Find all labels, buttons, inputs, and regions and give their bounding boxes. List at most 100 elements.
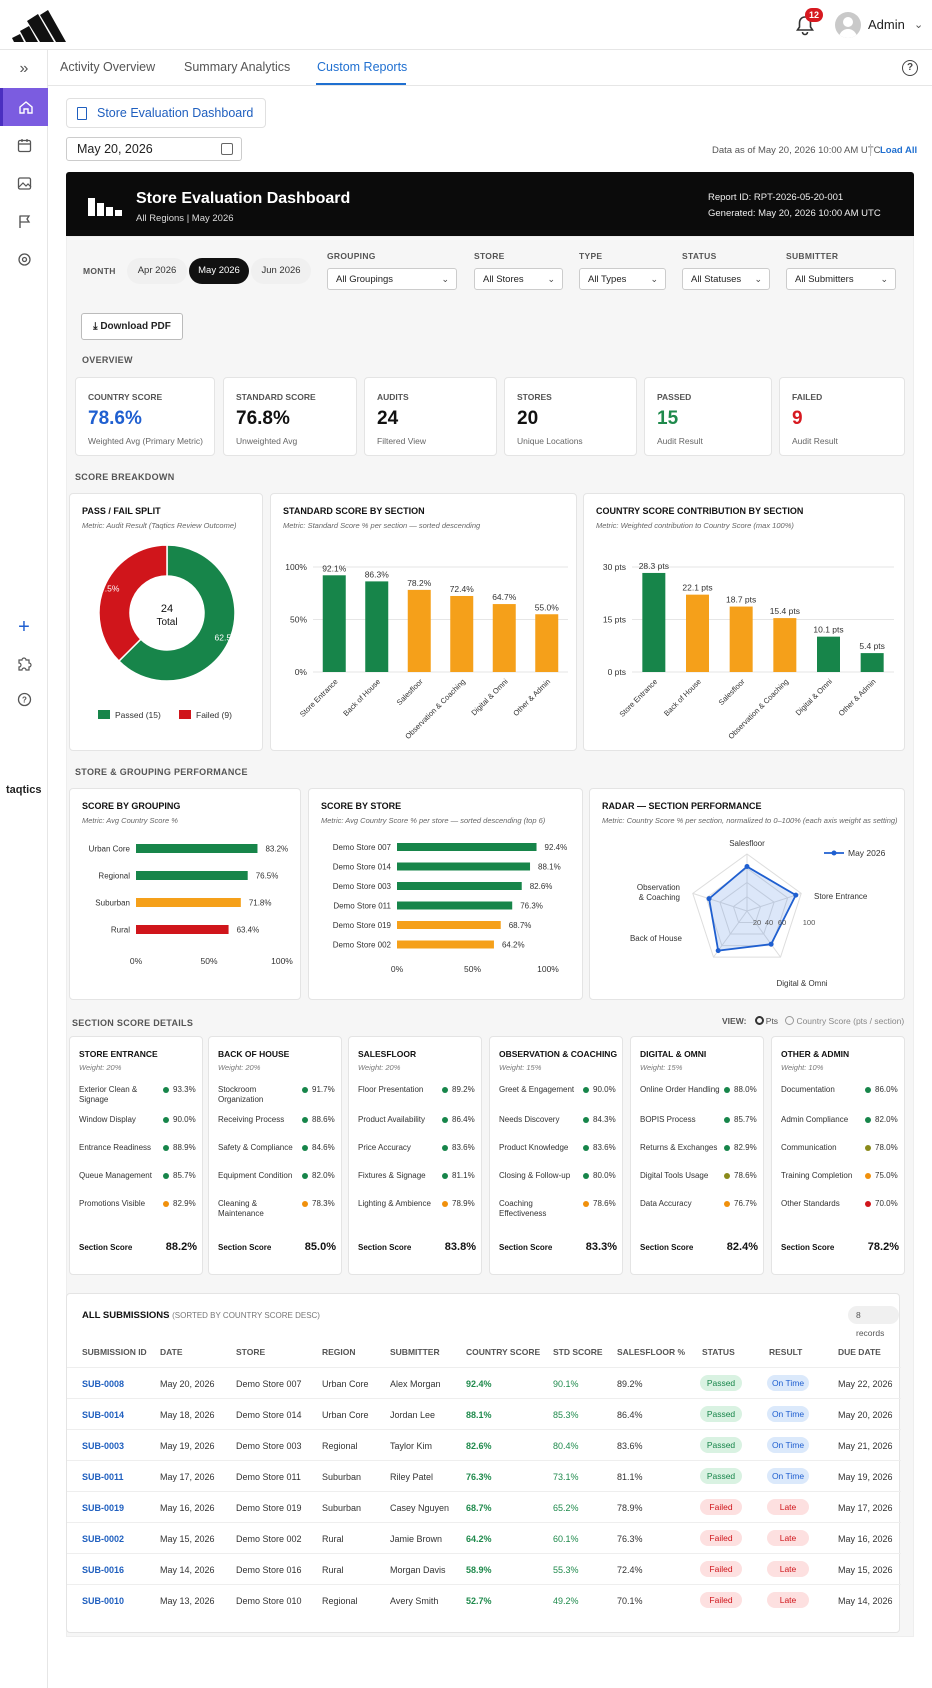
table-title-text: ALL SUBMISSIONS [82,1310,170,1321]
table-cell: Casey Nguyen [390,1503,450,1513]
table-cell: May 19, 2026 [838,1472,893,1482]
table-row[interactable]: SUB-0014 May 18, 2026 Demo Store 014 Urban … [67,1398,901,1429]
section-item-name: Data Accuracy [640,1199,692,1208]
legend-marker [831,850,837,856]
bar [136,844,258,853]
kpi-label: AUDITS [377,392,409,402]
radio-icon[interactable] [785,1016,795,1025]
puzzle-icon[interactable] [0,644,48,682]
submissions-table-card: ALL SUBMISSIONS (SORTED BY COUNTRY SCORE… [66,1293,901,1633]
section-item-name: Product Knowledge [499,1143,569,1152]
tab-bar: Activity Overview Summary Analytics Cust… [48,50,932,86]
bar [642,572,666,672]
radar-point [793,892,799,898]
radar-axis [746,910,781,958]
image-icon[interactable] [0,164,48,202]
submission-id-link[interactable]: SUB-0008 [82,1379,125,1389]
tab-activity-overview[interactable]: Activity Overview [60,60,156,74]
kpi-subtext: Unique Locations [517,436,583,446]
table-title: ALL SUBMISSIONS (SORTED BY COUNTRY SCORE… [82,1310,320,1321]
result-badge: On Time [767,1468,809,1484]
radar-tick-label: 60 [778,918,786,927]
std-score-cell: 80.4% [553,1441,579,1451]
submission-id-link[interactable]: SUB-0016 [82,1565,125,1575]
brand-logo[interactable] [12,8,66,42]
table-row[interactable]: SUB-0008 May 20, 2026 Demo Store 007 Urban … [67,1367,901,1398]
table-cell: May 15, 2026 [838,1565,893,1575]
submission-id-link[interactable]: SUB-0010 [82,1596,125,1606]
view-option-country[interactable]: Country Score (pts / section) [796,1016,905,1026]
bar-value-label: 86.3% [365,569,390,579]
dashboard-subtitle: All Regions | May 2026 [136,213,234,224]
table-cell: Demo Store 019 [236,1503,302,1513]
slice-label: 37.5% [95,583,120,593]
radio-selected-icon[interactable] [754,1016,764,1025]
status-dot [442,1201,448,1207]
add-icon[interactable]: + [18,615,30,638]
month-pill-may[interactable]: May 2026 [189,258,249,284]
view-toggle[interactable]: VIEW: Pts Country Score (pts / section) [722,1016,904,1026]
type-select[interactable]: All Types ⌄ [579,268,666,290]
help-icon[interactable]: ? [902,60,918,76]
submission-id-link[interactable]: SUB-0002 [82,1534,125,1544]
status-dot [163,1117,169,1123]
date-picker[interactable]: May 20, 2026 [66,137,242,161]
flag-icon[interactable] [0,202,48,240]
table-row[interactable]: SUB-0010 May 13, 2026 Demo Store 010 Region… [67,1584,901,1615]
x-tick-label: Digital & Omni [469,677,509,717]
view-option-pts[interactable]: Pts [765,1016,779,1026]
records-count: 8 records [848,1306,899,1338]
column-header: DATE [160,1347,183,1357]
submission-id-link[interactable]: SUB-0019 [82,1503,125,1513]
status-dot [724,1117,730,1123]
section-item-name: Cleaning & Maintenance [218,1199,264,1218]
grouping-select[interactable]: All Groupings ⌄ [327,268,457,290]
report-chip[interactable]: Store Evaluation Dashboard [66,98,266,128]
chevron-down-icon: ⌄ [754,274,762,284]
grouping-chart: 0% 50% 100% Urban Core 83.2% Regional 76.5% Sub… [89,844,293,966]
user-name[interactable]: Admin [868,17,905,32]
tab-summary-analytics[interactable]: Summary Analytics [184,60,291,74]
submission-id-link[interactable]: SUB-0003 [82,1441,125,1451]
table-row[interactable]: SUB-0002 May 15, 2026 Demo Store 002 Rural J… [67,1522,901,1553]
chevron-down-icon[interactable]: ⌄ [914,19,924,31]
expand-icon[interactable]: » [19,60,29,77]
settings-icon[interactable] [0,240,48,278]
help-circle-icon[interactable]: ? [0,680,48,718]
kpi-value: 24 [377,408,399,429]
calendar-icon[interactable] [0,126,48,164]
legend-swatch [179,710,191,719]
radar-tick-label: 40 [765,918,773,927]
store-select[interactable]: All Stores ⌄ [474,268,563,290]
bar [397,843,537,851]
month-label: MONTH [83,266,116,276]
section-score: Section Score 82.4% [640,1241,758,1253]
home-icon[interactable] [0,88,48,126]
status-dot [583,1117,589,1123]
load-all-link[interactable]: Load All [880,145,918,156]
submission-id-link[interactable]: SUB-0014 [82,1410,125,1420]
table-row[interactable]: SUB-0019 May 16, 2026 Demo Store 019 Suburb… [67,1491,901,1522]
section-score-label: Section Score [499,1243,553,1252]
tab-custom-reports[interactable]: Custom Reports [317,60,408,74]
bar-value-label: 88.1% [538,863,561,872]
table-row[interactable]: SUB-0016 May 14, 2026 Demo Store 016 Rural M… [67,1553,901,1584]
table-row[interactable]: SUB-0003 May 19, 2026 Demo Store 003 Region… [67,1429,901,1460]
kpi-value: 78.6% [88,408,142,429]
table-row[interactable]: SUB-0011 May 17, 2026 Demo Store 011 Suburb… [67,1460,901,1491]
month-pill-apr[interactable]: Apr 2026 [127,258,187,284]
status-dot [583,1087,589,1093]
section-item-value: 82.0% [875,1115,898,1124]
x-tick-label: Store Entrance [298,677,340,719]
month-pill-jun[interactable]: Jun 2026 [251,258,311,284]
avatar[interactable] [835,12,861,38]
kpi-card: COUNTRY SCORE 78.6% Weighted Avg (Primary … [75,377,215,456]
status-select[interactable]: All Statuses ⌄ [682,268,770,290]
submitter-select[interactable]: All Submitters ⌄ [786,268,896,290]
submission-id-link[interactable]: SUB-0011 [82,1472,124,1482]
download-pdf-button[interactable]: ⤓ Download PDF [81,313,183,340]
divider [870,144,871,156]
status-badge: Passed [700,1437,742,1453]
pass-fail-card: PASS / FAIL SPLIT Metric: Audit Result (… [69,493,263,751]
status-dot [442,1117,448,1123]
